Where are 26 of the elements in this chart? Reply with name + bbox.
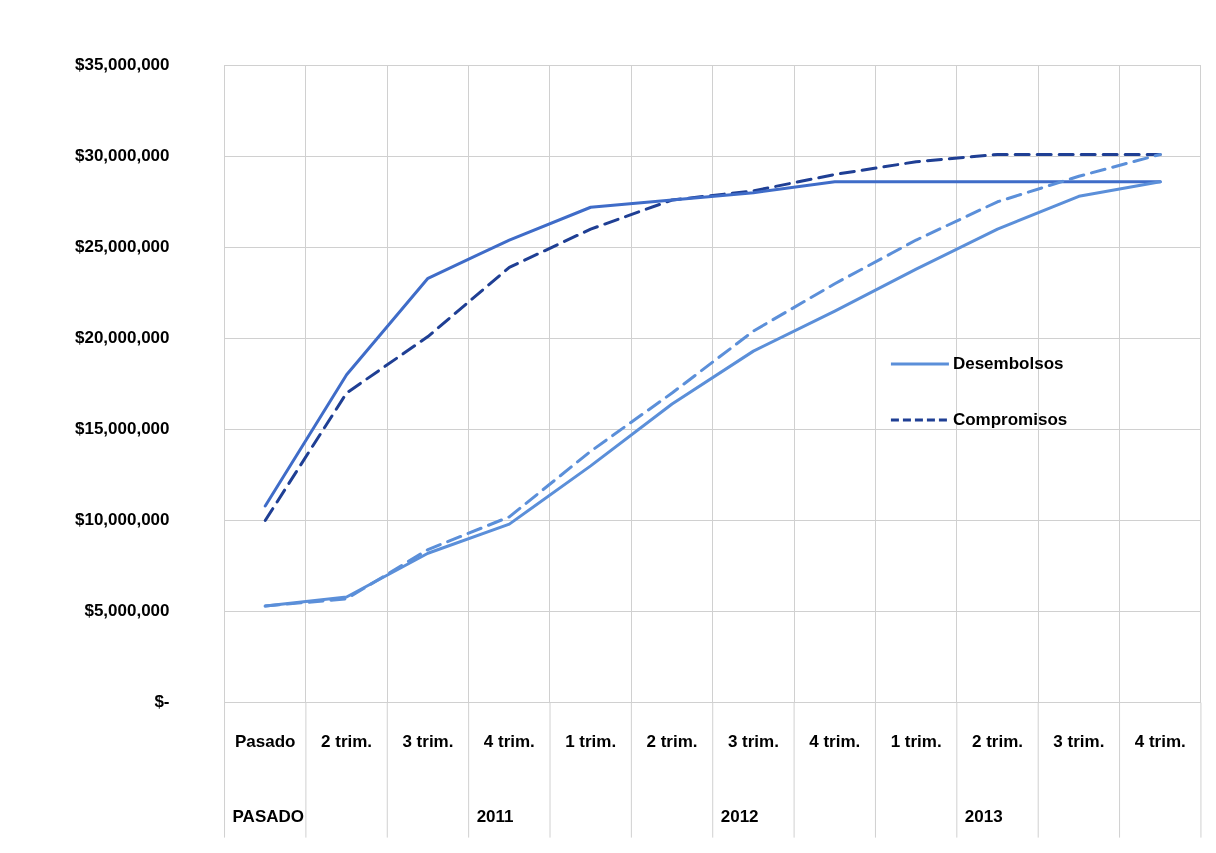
legend-label: Desembolsos (952, 353, 1064, 373)
x-tick-label: 3 trim. (402, 732, 454, 752)
y-tick-label: $20,000,000 (74, 328, 170, 348)
x-tick-label: Pasado (234, 732, 296, 752)
text: 2013 (964, 807, 1003, 827)
text: 2012 (720, 807, 759, 827)
y-tick-label: $- (154, 692, 170, 712)
x-tick-label: 3 trim. (1053, 732, 1105, 752)
x-tick-label: 2 trim. (646, 732, 698, 752)
y-tick-label: $25,000,000 (74, 237, 170, 256)
y-tick-label: $10,000,000 (74, 510, 170, 530)
x-tick-label: 4 trim. (483, 732, 535, 752)
x-tick-label: 1 trim. (890, 732, 942, 752)
y-tick-label: $30,000,000 (74, 145, 170, 165)
text: 2011 (476, 807, 514, 827)
x-tick-label: 2 trim. (971, 732, 1024, 752)
y-tick-label: $15,000,000 (74, 419, 170, 439)
text: PASADO (232, 807, 305, 827)
x-tick-label: 4 trim. (809, 732, 861, 752)
x-tick-label: 4 trim. (1134, 732, 1186, 752)
x-tick-label: 3 trim. (727, 732, 779, 752)
y-tick-label: $5,000,000 (84, 601, 170, 621)
legend-label: Compromisos (952, 409, 1068, 429)
x-tick-label: 1 trim. (565, 732, 617, 752)
y-tick-label: $35,000,000 (74, 54, 170, 74)
x-tick-label: 2 trim. (321, 732, 373, 752)
